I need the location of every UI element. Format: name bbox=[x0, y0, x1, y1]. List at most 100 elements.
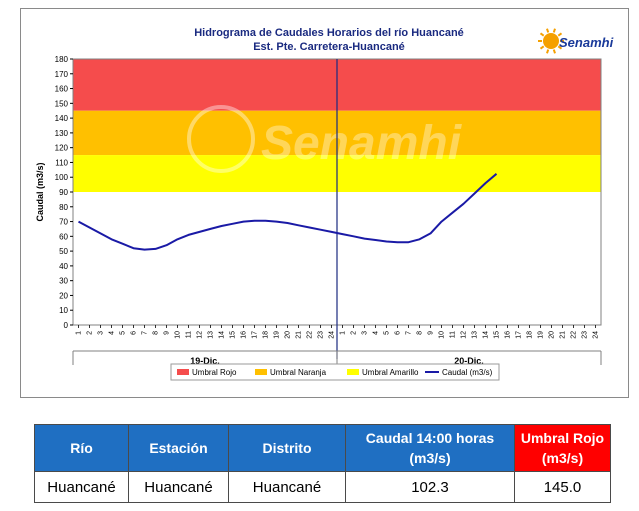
y-tick-label: 130 bbox=[55, 129, 69, 138]
y-tick-label: 30 bbox=[59, 277, 68, 286]
logo-sun-icon bbox=[543, 33, 559, 49]
y-tick-label: 40 bbox=[59, 262, 68, 271]
x-tick-label: 1 bbox=[76, 331, 83, 335]
legend-label: Umbral Rojo bbox=[192, 368, 237, 377]
y-tick-label: 180 bbox=[55, 55, 69, 64]
x-tick-label: 21 bbox=[296, 331, 303, 339]
x-tick-label: 2 bbox=[87, 331, 94, 335]
x-tick-label: 5 bbox=[384, 331, 391, 335]
cell-umbral-rojo: 145.0 bbox=[514, 471, 611, 503]
y-axis-label: Caudal (m3/s) bbox=[35, 162, 45, 221]
y-tick-label: 170 bbox=[55, 70, 69, 79]
x-tick-label: 17 bbox=[252, 331, 259, 339]
logo-ray-icon bbox=[539, 32, 545, 37]
header-umbral-rojo: Umbral Rojo (m3/s) bbox=[514, 424, 611, 472]
header-rio: Río bbox=[34, 424, 129, 472]
legend-label: Umbral Naranja bbox=[270, 368, 327, 377]
y-tick-label: 60 bbox=[59, 232, 68, 241]
cell-caudal: 102.3 bbox=[345, 471, 515, 503]
y-tick-label: 90 bbox=[59, 188, 68, 197]
logo-ray-icon bbox=[552, 49, 556, 54]
x-tick-label: 1 bbox=[340, 331, 347, 335]
x-tick-label: 4 bbox=[373, 331, 380, 335]
legend-swatch bbox=[347, 369, 359, 375]
table-header-row: Río Estación Distrito Caudal 14:00 horas… bbox=[34, 424, 611, 472]
day-group-label: 19-Dic. bbox=[190, 356, 220, 366]
flow-summary-table: Río Estación Distrito Caudal 14:00 horas… bbox=[34, 424, 611, 503]
x-tick-label: 14 bbox=[483, 331, 490, 339]
x-tick-label: 20 bbox=[549, 331, 556, 339]
logo-ray-icon bbox=[557, 32, 563, 37]
logo-ray-icon bbox=[546, 28, 550, 33]
watermark-sun-icon bbox=[187, 105, 255, 173]
x-tick-label: 7 bbox=[142, 331, 149, 335]
x-tick-label: 6 bbox=[395, 331, 402, 335]
x-tick-label: 22 bbox=[307, 331, 314, 339]
logo-ray-icon bbox=[539, 45, 545, 50]
x-tick-label: 13 bbox=[472, 331, 479, 339]
y-tick-label: 150 bbox=[55, 99, 69, 108]
x-tick-label: 12 bbox=[197, 331, 204, 339]
x-tick-label: 23 bbox=[582, 331, 589, 339]
x-tick-label: 24 bbox=[329, 331, 336, 339]
header-caudal: Caudal 14:00 horas (m3/s) bbox=[345, 424, 515, 472]
x-tick-label: 3 bbox=[98, 331, 105, 335]
x-tick-label: 22 bbox=[571, 331, 578, 339]
x-tick-label: 2 bbox=[351, 331, 358, 335]
x-tick-label: 21 bbox=[560, 331, 567, 339]
x-tick-label: 7 bbox=[406, 331, 413, 335]
logo-ray-icon bbox=[546, 49, 550, 54]
senamhi-logo-icon bbox=[538, 28, 564, 54]
x-tick-label: 11 bbox=[450, 331, 457, 338]
y-tick-label: 20 bbox=[59, 291, 68, 300]
x-tick-label: 8 bbox=[153, 331, 160, 335]
y-tick-label: 110 bbox=[55, 158, 68, 167]
hydrograph-chart: Hidrograma de Caudales Horarios del río … bbox=[20, 8, 629, 398]
x-tick-label: 17 bbox=[516, 331, 523, 339]
legend-swatch bbox=[255, 369, 267, 375]
x-tick-label: 11 bbox=[186, 331, 193, 338]
series-line-0 bbox=[78, 173, 498, 251]
watermark-text: Senamhi bbox=[261, 117, 463, 170]
day-group-label: 20-Dic. bbox=[454, 356, 484, 366]
x-tick-label: 9 bbox=[164, 331, 171, 335]
legend-swatch bbox=[177, 369, 189, 375]
y-tick-label: 100 bbox=[55, 173, 69, 182]
chart-canvas: Hidrograma de Caudales Horarios del río … bbox=[35, 27, 614, 381]
x-tick-label: 3 bbox=[362, 331, 369, 335]
x-tick-label: 4 bbox=[109, 331, 116, 335]
y-tick-label: 70 bbox=[59, 218, 68, 227]
x-tick-label: 15 bbox=[230, 331, 237, 339]
x-tick-label: 15 bbox=[494, 331, 501, 339]
y-tick-label: 80 bbox=[59, 203, 68, 212]
x-tick-label: 13 bbox=[208, 331, 215, 339]
cell-distrito: Huancané bbox=[228, 471, 346, 503]
y-tick-label: 0 bbox=[64, 321, 69, 330]
chart-subtitle: Est. Pte. Carretera-Huancané bbox=[253, 41, 405, 53]
y-tick-label: 50 bbox=[59, 247, 68, 256]
y-tick-label: 10 bbox=[59, 306, 68, 315]
x-tick-label: 5 bbox=[120, 331, 127, 335]
x-tick-label: 6 bbox=[131, 331, 138, 335]
legend-label: Caudal (m3/s) bbox=[442, 368, 493, 377]
table-row: Huancané Huancané Huancané 102.3 145.0 bbox=[34, 471, 611, 503]
x-tick-label: 14 bbox=[219, 331, 226, 339]
x-tick-label: 16 bbox=[505, 331, 512, 339]
x-tick-label: 19 bbox=[274, 331, 281, 339]
x-tick-label: 23 bbox=[318, 331, 325, 339]
header-distrito: Distrito bbox=[228, 424, 346, 472]
legend-box bbox=[170, 363, 500, 381]
x-tick-label: 8 bbox=[417, 331, 424, 335]
x-tick-label: 18 bbox=[263, 331, 270, 339]
x-tick-label: 10 bbox=[439, 331, 446, 339]
y-tick-label: 140 bbox=[55, 114, 69, 123]
x-tick-label: 9 bbox=[428, 331, 435, 335]
x-tick-label: 10 bbox=[175, 331, 182, 339]
logo-text: Senamhi bbox=[559, 35, 614, 50]
chart-title: Hidrograma de Caudales Horarios del río … bbox=[194, 27, 464, 39]
cell-estacion: Huancané bbox=[128, 471, 229, 503]
cell-rio: Huancané bbox=[34, 471, 129, 503]
logo-ray-icon bbox=[557, 45, 563, 50]
x-tick-label: 18 bbox=[527, 331, 534, 339]
y-tick-label: 120 bbox=[55, 144, 69, 153]
